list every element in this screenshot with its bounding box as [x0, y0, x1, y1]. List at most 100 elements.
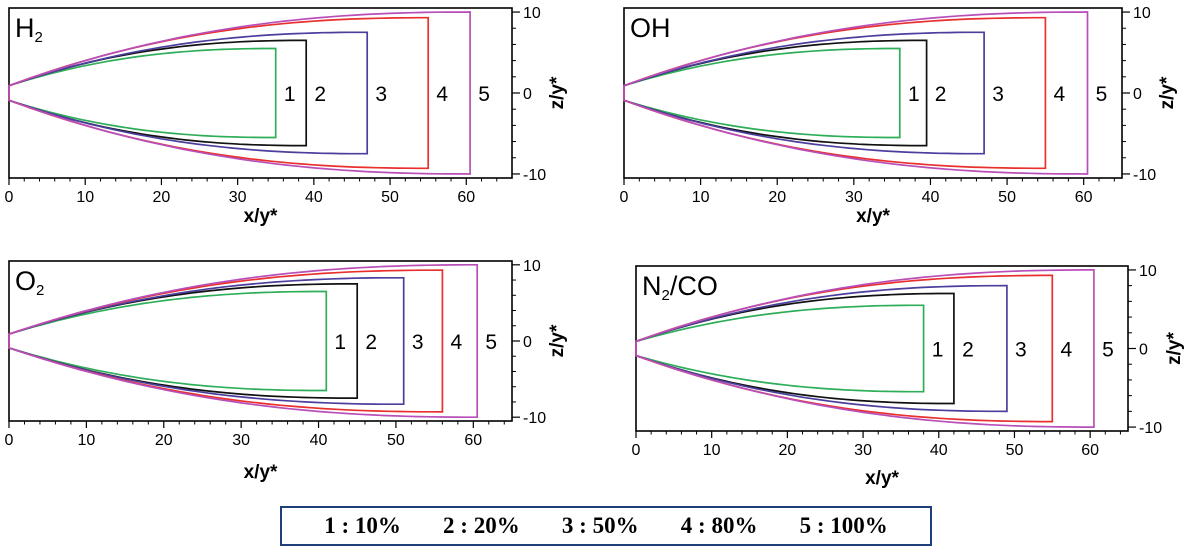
x-tick-label: 10 — [77, 432, 95, 449]
chart-panel-1: 0 10 20 30 40 50 60 10 0 -10 x/y* z/y* 1 2 3 4 5 H2 — [5, 5, 568, 227]
contour-1 — [8, 290, 328, 392]
contour-4 — [8, 16, 430, 170]
x-tick-label: 40 — [930, 442, 948, 459]
contour-3 — [8, 31, 369, 155]
y-tick-label: 10 — [1139, 263, 1157, 280]
x-tick-label: 30 — [232, 432, 250, 449]
x-tick-label: 50 — [387, 432, 405, 449]
z-axis-title: z/y* — [1157, 76, 1178, 109]
y-tick-label: 0 — [523, 334, 532, 351]
contour-3 — [623, 31, 985, 155]
y-tick-label: -10 — [523, 167, 546, 184]
y-tick-label: 10 — [523, 5, 541, 22]
legend-entry-3: 3 : 50% — [561, 513, 639, 538]
y-tick-label: -10 — [1139, 420, 1162, 437]
contour-label-3: 3 — [992, 83, 1004, 106]
contour-label-2: 2 — [365, 331, 377, 354]
contour-2 — [8, 283, 359, 399]
x-axis-title: x/y* — [856, 206, 890, 227]
y-tick-label: -10 — [1133, 167, 1156, 184]
contour-4 — [8, 269, 444, 413]
contour-label-2: 2 — [314, 83, 326, 106]
contour-2 — [623, 39, 928, 147]
panel-title: H2 — [15, 13, 43, 46]
contour-5 — [8, 11, 471, 175]
legend-entry-1: 1 : 10% — [324, 513, 401, 538]
y-tick-label: 0 — [1139, 342, 1148, 359]
y-tick-label: 0 — [523, 86, 532, 103]
x-tick-label: 60 — [1081, 442, 1099, 459]
x-tick-label: 40 — [305, 189, 323, 206]
x-tick-label: 20 — [768, 189, 786, 206]
y-tick-label: 0 — [1133, 86, 1142, 103]
legend-box: 1 : 10% 2 : 20% 3 : 50% 4 : 80% 5 : 100% — [280, 506, 932, 546]
x-tick-label: 0 — [5, 432, 14, 449]
x-tick-label: 0 — [5, 189, 14, 206]
y-tick-label: 10 — [523, 258, 541, 275]
x-tick-label: 60 — [1075, 189, 1093, 206]
x-tick-label: 60 — [464, 432, 482, 449]
z-axis-title: z/y* — [1164, 332, 1185, 365]
contour-1 — [623, 47, 901, 139]
contour-label-1: 1 — [334, 331, 346, 354]
contour-label-5: 5 — [1102, 339, 1114, 362]
y-tick-label: -10 — [523, 410, 546, 427]
panel-title: OH — [630, 13, 671, 43]
contour-label-3: 3 — [412, 331, 424, 354]
x-tick-label: 10 — [76, 189, 94, 206]
x-tick-label: 10 — [692, 189, 710, 206]
contour-3 — [635, 284, 1008, 413]
contour-label-3: 3 — [1015, 339, 1027, 362]
plot-frame — [623, 7, 1123, 179]
chart-panel-4: 0 10 20 30 40 50 60 10 0 -10 x/y* z/y* 1 2 3 4 5 N2/CO — [632, 263, 1185, 489]
panel-title: N2/CO — [642, 271, 718, 304]
x-tick-label: 50 — [998, 189, 1016, 206]
x-axis-title: x/y* — [865, 468, 899, 489]
x-tick-label: 60 — [457, 189, 475, 206]
x-tick-label: 10 — [703, 442, 721, 459]
x-tick-label: 50 — [1006, 442, 1024, 459]
contour-label-5: 5 — [1096, 83, 1108, 106]
contour-label-5: 5 — [478, 83, 490, 106]
legend-entry-4: 4 : 80% — [680, 513, 758, 538]
y-tick-label: 10 — [1133, 5, 1151, 22]
chart-panel-3: 0 10 20 30 40 50 60 10 0 -10 x/y* z/y* 1 2 3 4 5 O2 — [5, 258, 568, 483]
z-axis-title: z/y* — [547, 76, 568, 109]
contour-2 — [635, 292, 955, 405]
x-tick-label: 30 — [854, 442, 872, 459]
legend-entry-2: 2 : 20% — [443, 513, 520, 538]
contour-1 — [635, 304, 925, 393]
chart-panel-2: 0 10 20 30 40 50 60 10 0 -10 x/y* z/y* 1 2 3 4 5 OH — [620, 5, 1178, 227]
contour-label-4: 4 — [1054, 83, 1066, 106]
contour-3 — [8, 276, 405, 406]
x-tick-label: 30 — [845, 189, 863, 206]
contour-label-1: 1 — [284, 83, 296, 106]
contour-5 — [623, 11, 1089, 175]
x-tick-label: 40 — [310, 432, 328, 449]
contour-label-1: 1 — [908, 83, 920, 106]
x-axis-title: x/y* — [244, 206, 278, 227]
contour-label-2: 2 — [962, 339, 974, 362]
x-tick-label: 20 — [155, 432, 173, 449]
plot-frame — [8, 260, 513, 422]
x-tick-label: 20 — [778, 442, 796, 459]
x-tick-label: 30 — [229, 189, 247, 206]
contour-4 — [623, 16, 1047, 170]
panel-title: O2 — [15, 266, 44, 299]
x-axis-title: x/y* — [244, 462, 278, 483]
legend-entry-5: 5 : 100% — [799, 513, 888, 538]
x-tick-label: 20 — [153, 189, 171, 206]
contour-5 — [635, 269, 1095, 428]
contour-5 — [8, 263, 479, 419]
z-axis-title: z/y* — [547, 324, 568, 357]
x-tick-label: 0 — [632, 442, 641, 459]
contour-label-3: 3 — [375, 83, 387, 106]
x-tick-label: 40 — [922, 189, 940, 206]
contour-label-4: 4 — [1060, 339, 1072, 362]
contour-label-2: 2 — [935, 83, 947, 106]
contour-1 — [8, 47, 277, 139]
contour-label-4: 4 — [451, 331, 463, 354]
contour-label-5: 5 — [485, 331, 497, 354]
x-tick-label: 50 — [381, 189, 399, 206]
